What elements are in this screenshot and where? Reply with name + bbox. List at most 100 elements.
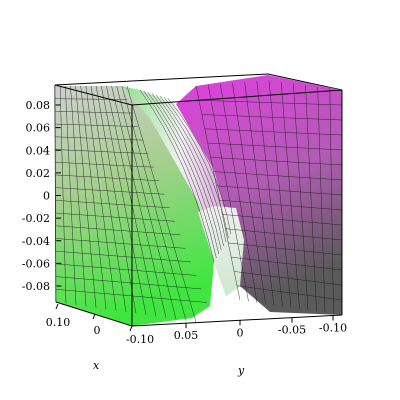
mesh-line	[85, 85, 117, 311]
y-axis-label: y	[237, 364, 245, 377]
y-axis: 0.05 0 -0.05 -0.10	[174, 315, 347, 342]
ridge-contour	[139, 89, 215, 263]
mesh-line	[55, 212, 175, 222]
mesh-line	[317, 86, 326, 313]
z-tick-label: -0.08	[22, 280, 50, 293]
x-tick-label: 0.10	[46, 316, 71, 329]
box-edge-top-back	[54, 73, 343, 91]
box-edge-top-left	[54, 84, 133, 106]
mesh-line	[329, 88, 334, 314]
mesh-line	[70, 85, 87, 307]
x-tick-label: 0	[94, 324, 101, 337]
surface-left-slab	[55, 86, 214, 326]
mesh-line	[256, 81, 283, 307]
mesh-line	[237, 285, 343, 301]
mesh-line	[121, 85, 187, 321]
mesh-line	[219, 199, 343, 211]
box-edge-bottom-front	[131, 314, 343, 327]
mesh-line	[80, 85, 107, 310]
y-tick-label: 0.05	[174, 329, 199, 342]
mesh-line	[55, 263, 197, 276]
mesh-line	[75, 85, 97, 308]
x-axis-label: x	[93, 359, 100, 372]
mesh-line	[65, 85, 77, 305]
mesh-line	[210, 157, 343, 166]
mesh-line	[55, 174, 160, 181]
mesh-line	[231, 256, 343, 271]
z-tick-label: 0	[43, 190, 50, 203]
mesh-line	[195, 85, 241, 301]
mesh-line	[55, 136, 144, 141]
mesh-line	[101, 85, 147, 315]
mesh-line	[55, 276, 202, 290]
box-edge-top-front	[131, 89, 343, 106]
mesh-line	[106, 85, 157, 317]
x-tick-mark	[55, 303, 59, 310]
mesh-line	[305, 85, 317, 312]
bounding-box-front	[54, 84, 343, 327]
mesh-line	[55, 123, 138, 127]
mesh-line	[95, 85, 137, 314]
surface-mesh	[54, 80, 343, 323]
z-tick-label: 0.08	[26, 99, 51, 112]
x-tick-mark	[92, 313, 96, 320]
y-tick-label: 0	[237, 326, 244, 339]
mesh-line	[228, 242, 343, 256]
mesh-line	[59, 85, 67, 304]
ridge-contour	[163, 97, 229, 239]
x-tick-label: -0.10	[126, 333, 154, 346]
z-tick-label: 0.04	[26, 144, 51, 157]
mesh-line	[55, 250, 191, 263]
z-tick-label: 0.06	[26, 122, 51, 135]
y-tick-label: -0.05	[278, 324, 306, 337]
mesh-line	[55, 111, 133, 114]
mesh-line	[55, 238, 186, 249]
z-tick-label: -0.02	[22, 212, 50, 225]
x-axis: 0.10 0 -0.10	[46, 303, 154, 346]
ridge-contour	[151, 93, 222, 251]
mesh-line	[55, 187, 165, 195]
mesh-line	[55, 200, 170, 209]
z-axis: 0.08 0.06 0.04 0.02 0 -0.02 -0.04 -0.06 -0.08	[22, 99, 62, 293]
mesh-line	[216, 185, 343, 196]
mesh-line	[213, 171, 343, 181]
mesh-line	[198, 100, 343, 106]
surface	[54, 75, 343, 326]
ridge-contour	[167, 98, 232, 235]
mesh-line	[126, 85, 197, 323]
mesh-line	[293, 83, 309, 311]
z-tick-label: -0.04	[22, 235, 50, 248]
mesh-line	[222, 214, 343, 226]
ridge-contour	[155, 94, 224, 247]
mesh-line	[204, 128, 343, 136]
mesh-line	[207, 142, 343, 151]
mesh-line	[220, 84, 258, 303]
y-tick-label: -0.10	[319, 321, 347, 334]
mesh-line	[234, 271, 343, 286]
x-tick-mark	[129, 325, 133, 332]
mesh-line	[55, 161, 154, 168]
mesh-line	[268, 80, 292, 308]
ridge-contour	[147, 92, 220, 255]
surface-hump	[198, 206, 244, 296]
mesh-line	[111, 85, 167, 318]
mesh-line	[225, 228, 343, 241]
z-tick-label: -0.06	[22, 257, 50, 270]
ridge-contour	[159, 95, 227, 243]
mesh-line	[232, 83, 266, 304]
mesh-line	[280, 82, 300, 309]
mesh-line	[55, 149, 149, 154]
z-tick-label: 0.02	[26, 167, 51, 180]
mesh-line	[90, 85, 127, 313]
mesh-line	[201, 114, 343, 121]
box-edge-bottom-left	[55, 301, 133, 327]
mesh-line	[55, 98, 128, 100]
mesh-line	[55, 225, 181, 236]
mesh-line	[207, 85, 249, 302]
mesh-line	[55, 289, 207, 303]
mesh-line	[244, 82, 275, 306]
mesh-line	[116, 85, 177, 320]
ridge-contour	[143, 91, 217, 259]
